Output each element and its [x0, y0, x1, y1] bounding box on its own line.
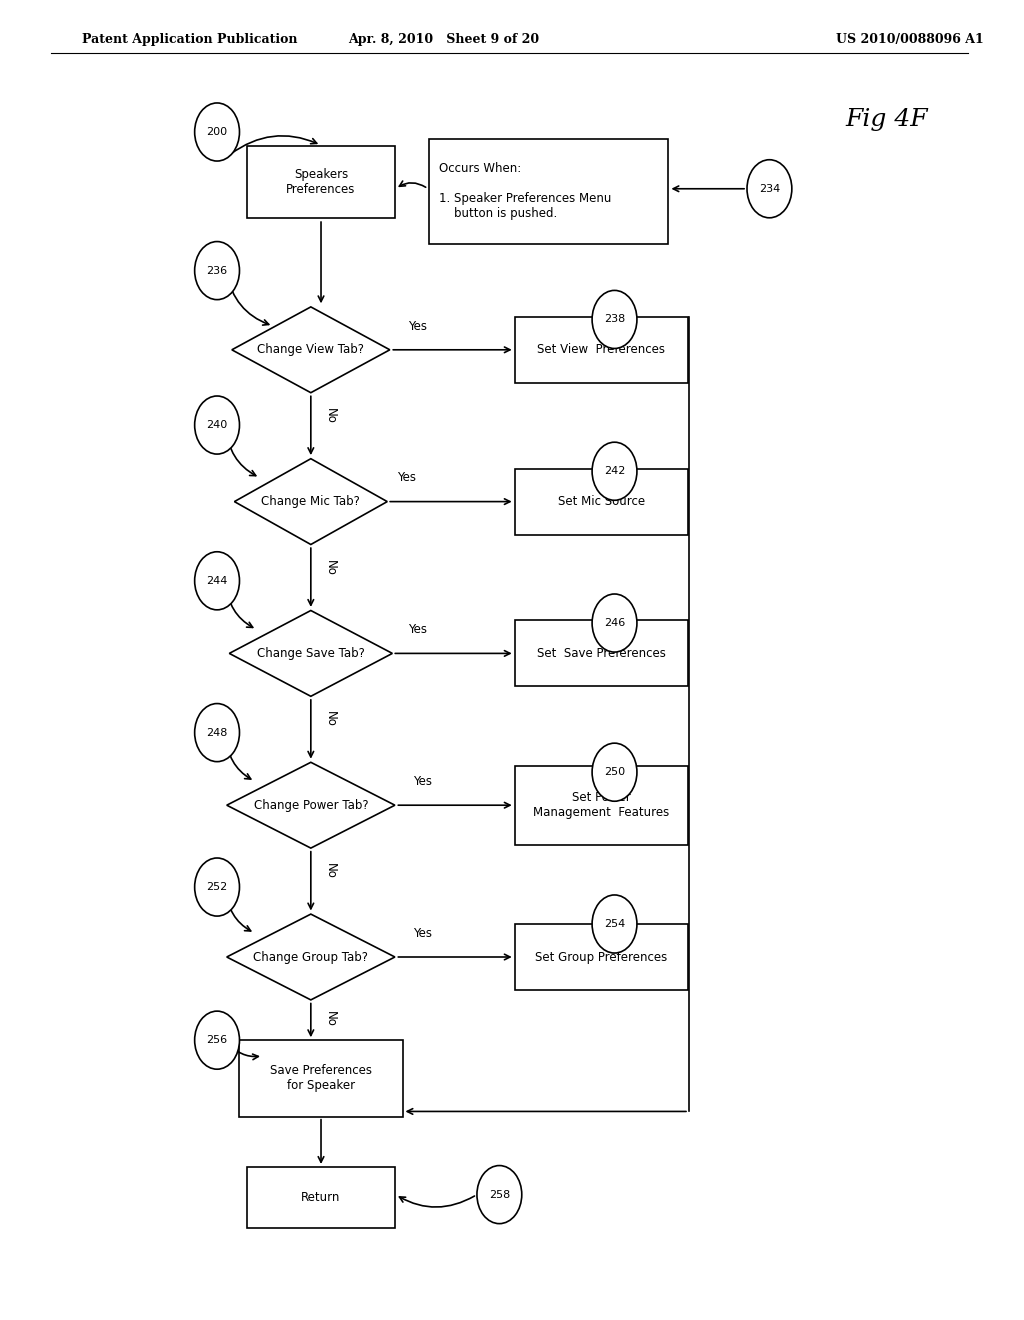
Text: 234: 234	[759, 183, 780, 194]
Circle shape	[195, 396, 240, 454]
Text: US 2010/0088096 A1: US 2010/0088096 A1	[836, 33, 983, 46]
Text: Set  Save Preferences: Set Save Preferences	[537, 647, 666, 660]
Text: Apr. 8, 2010   Sheet 9 of 20: Apr. 8, 2010 Sheet 9 of 20	[348, 33, 539, 46]
Text: Fig 4F: Fig 4F	[846, 108, 929, 131]
Text: Change Group Tab?: Change Group Tab?	[253, 950, 369, 964]
Polygon shape	[231, 308, 390, 393]
Text: 240: 240	[207, 420, 227, 430]
Text: No: No	[324, 560, 337, 576]
Text: No: No	[324, 711, 337, 727]
Text: 248: 248	[207, 727, 227, 738]
Circle shape	[592, 594, 637, 652]
Text: Change View Tab?: Change View Tab?	[257, 343, 365, 356]
Circle shape	[195, 704, 240, 762]
FancyBboxPatch shape	[247, 1167, 395, 1228]
Circle shape	[592, 442, 637, 500]
Text: 236: 236	[207, 265, 227, 276]
Text: Set View  Preferences: Set View Preferences	[538, 343, 666, 356]
Text: No: No	[324, 1011, 337, 1027]
Text: 200: 200	[207, 127, 227, 137]
Circle shape	[195, 552, 240, 610]
FancyBboxPatch shape	[515, 766, 688, 845]
Text: No: No	[324, 408, 337, 424]
Polygon shape	[229, 610, 392, 697]
Text: Yes: Yes	[397, 471, 417, 484]
Polygon shape	[226, 913, 395, 1001]
Circle shape	[195, 858, 240, 916]
Text: 256: 256	[207, 1035, 227, 1045]
Text: Save Preferences
for Speaker: Save Preferences for Speaker	[270, 1064, 372, 1093]
Text: Yes: Yes	[408, 319, 427, 333]
Text: Occurs When:

1. Speaker Preferences Menu
    button is pushed.: Occurs When: 1. Speaker Preferences Menu…	[438, 162, 611, 220]
Text: 242: 242	[604, 466, 626, 477]
FancyBboxPatch shape	[515, 924, 688, 990]
Text: Yes: Yes	[413, 775, 432, 788]
Polygon shape	[226, 763, 395, 847]
Text: Change Power Tab?: Change Power Tab?	[254, 799, 369, 812]
FancyBboxPatch shape	[247, 145, 395, 218]
Text: Yes: Yes	[413, 927, 432, 940]
Text: 244: 244	[207, 576, 227, 586]
FancyBboxPatch shape	[428, 139, 668, 244]
Circle shape	[195, 1011, 240, 1069]
Text: Return: Return	[301, 1191, 341, 1204]
Polygon shape	[234, 459, 387, 544]
Text: 246: 246	[604, 618, 625, 628]
FancyBboxPatch shape	[240, 1040, 402, 1117]
Circle shape	[592, 743, 637, 801]
Circle shape	[195, 103, 240, 161]
Text: 258: 258	[488, 1189, 510, 1200]
Text: Yes: Yes	[408, 623, 427, 636]
Text: Change Mic Tab?: Change Mic Tab?	[261, 495, 360, 508]
Text: Set Group Preferences: Set Group Preferences	[536, 950, 668, 964]
Text: 254: 254	[604, 919, 625, 929]
Circle shape	[477, 1166, 522, 1224]
FancyBboxPatch shape	[515, 620, 688, 686]
Circle shape	[592, 290, 637, 348]
Text: 252: 252	[207, 882, 227, 892]
Text: 238: 238	[604, 314, 625, 325]
Circle shape	[592, 895, 637, 953]
Text: Set Power
Management  Features: Set Power Management Features	[534, 791, 670, 820]
Text: Change Save Tab?: Change Save Tab?	[257, 647, 365, 660]
Text: Set Mic Source: Set Mic Source	[558, 495, 645, 508]
Text: Speakers
Preferences: Speakers Preferences	[287, 168, 355, 197]
Text: Patent Application Publication: Patent Application Publication	[82, 33, 297, 46]
Text: 250: 250	[604, 767, 625, 777]
Circle shape	[195, 242, 240, 300]
Text: No: No	[324, 863, 337, 879]
FancyBboxPatch shape	[515, 469, 688, 535]
Circle shape	[746, 160, 792, 218]
FancyBboxPatch shape	[515, 317, 688, 383]
